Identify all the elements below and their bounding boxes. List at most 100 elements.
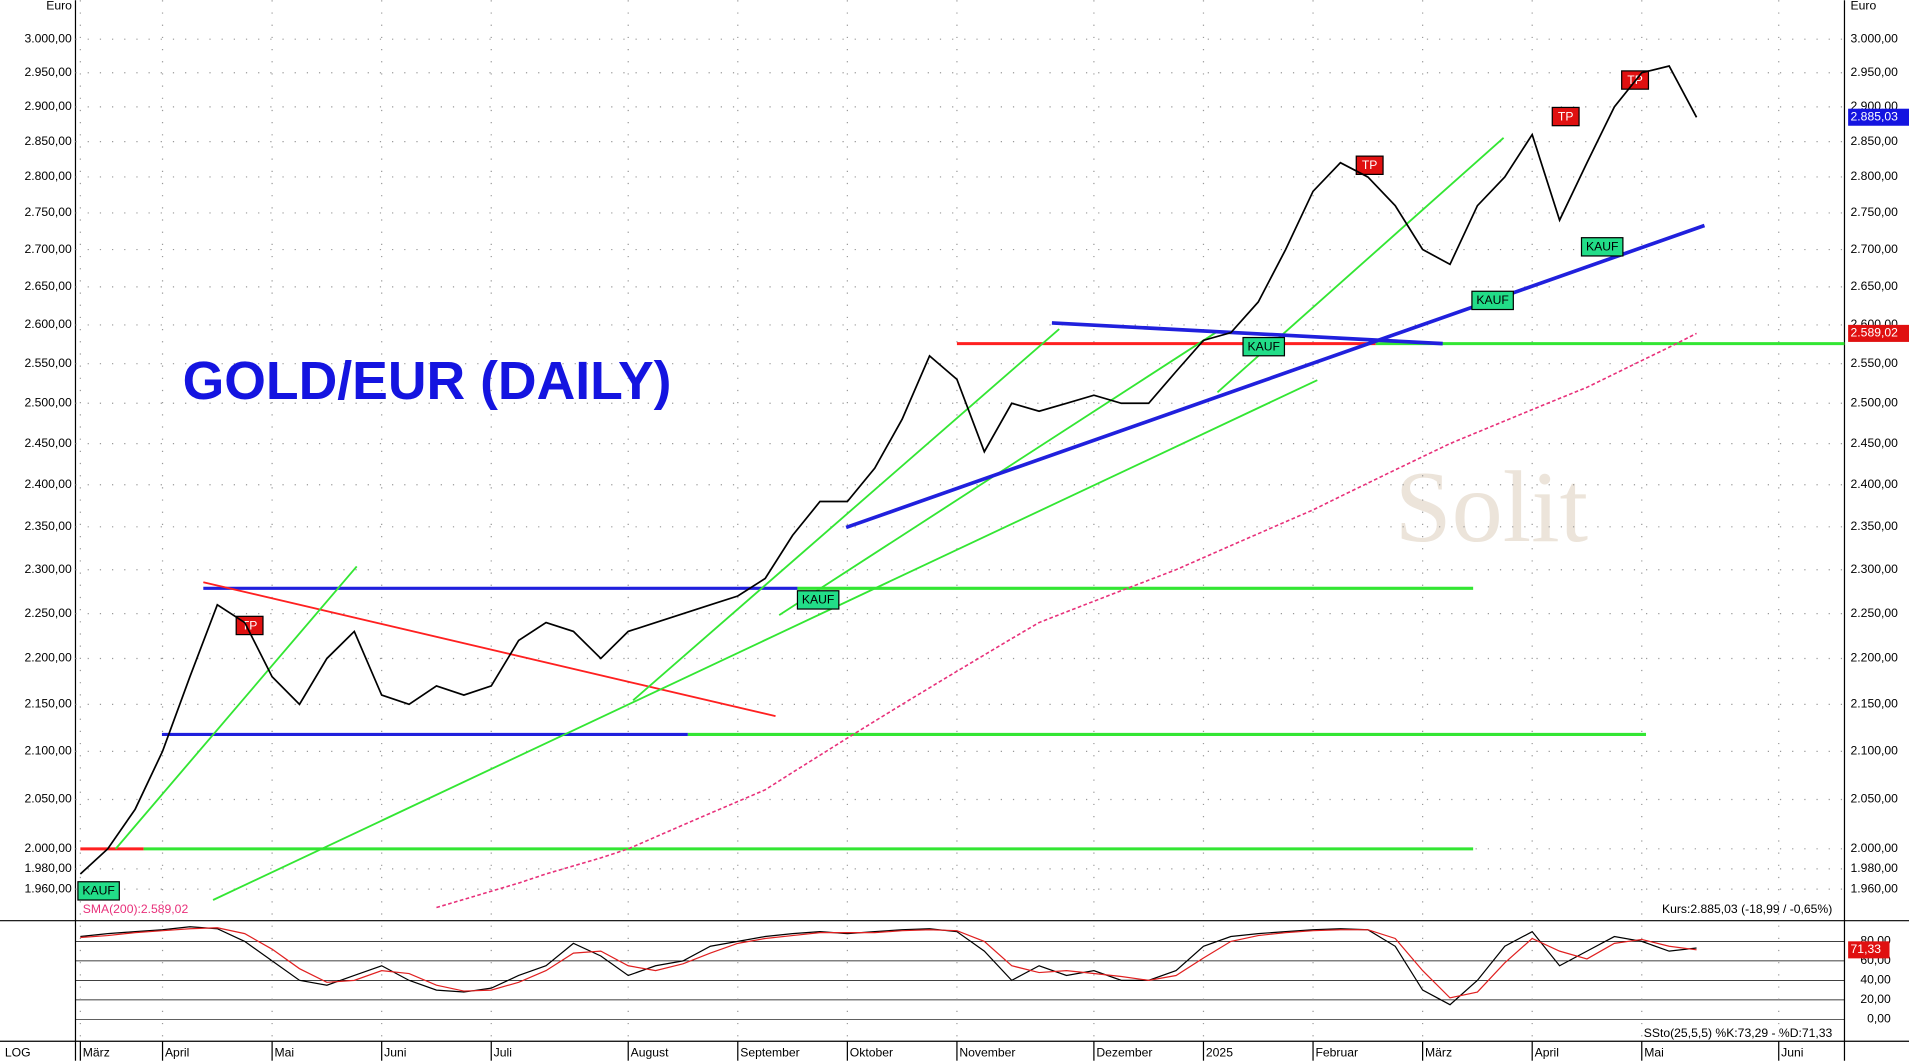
y-tick-label: 2.500,00 xyxy=(25,395,73,409)
y-tick-label: 1.980,00 xyxy=(1851,861,1899,875)
y-tick-label: 2.350,00 xyxy=(25,519,73,533)
buy-label: KAUF xyxy=(1586,240,1618,254)
y-tick-label: 2.950,00 xyxy=(25,65,73,79)
y-tick-label: 2.800,00 xyxy=(25,169,73,183)
buy-box xyxy=(1242,336,1286,357)
osc-tag-label: 71,33 xyxy=(1851,942,1882,956)
x-tick-label: Juli xyxy=(494,1046,512,1060)
tp-label: TP xyxy=(1558,109,1574,123)
y-tick-label: 2.400,00 xyxy=(25,477,73,491)
tp-label: TP xyxy=(1362,158,1378,172)
y-tick-label: 2.550,00 xyxy=(1851,356,1899,370)
watermark: Solit xyxy=(1395,451,1588,564)
sma-tag xyxy=(1848,324,1909,342)
x-tick-label: Mai xyxy=(1644,1046,1664,1060)
y-tick-label: 2.350,00 xyxy=(1851,519,1899,533)
x-tick-label: 2025 xyxy=(1206,1046,1233,1060)
down-trend xyxy=(203,581,776,718)
line-series xyxy=(80,927,1697,999)
y-tick-label: 3.000,00 xyxy=(25,31,73,45)
up-trend xyxy=(212,379,1318,901)
x-tick-label: März xyxy=(1425,1046,1452,1060)
y-tick-label: 2.650,00 xyxy=(25,279,73,293)
y-tick-label: 3.000,00 xyxy=(1851,31,1899,45)
line-series xyxy=(79,65,1698,875)
x-tick-label: Juni xyxy=(384,1046,406,1060)
legend-entry: SMA(200):2.589,02 xyxy=(83,902,189,916)
x-tick-label: Februar xyxy=(1315,1046,1358,1060)
tp-label: TP xyxy=(242,618,258,632)
x-tick-label: April xyxy=(1535,1046,1559,1060)
y-tick-label: 2.850,00 xyxy=(1851,134,1899,148)
y-tick-label: 2.300,00 xyxy=(25,562,73,576)
x-tick-label: August xyxy=(631,1046,669,1060)
y-tick-label: 2.300,00 xyxy=(1851,562,1899,576)
y-tick-label: 2.750,00 xyxy=(25,205,73,219)
x-tick-label: Juni xyxy=(1781,1046,1803,1060)
y-tick-label: 20,00 xyxy=(1860,992,1891,1006)
price-tag xyxy=(1848,108,1909,126)
line-series xyxy=(436,332,1697,909)
x-tick-label: April xyxy=(165,1046,189,1060)
buy-box xyxy=(796,590,840,610)
oscillator-title: SSto(25,5,5) %K:73,29 - %D:71,33 xyxy=(1644,1026,1833,1040)
y-tick-label: 2.150,00 xyxy=(1851,697,1899,711)
line-series xyxy=(80,926,1697,1006)
y-tick-label: 2.800,00 xyxy=(1851,169,1899,183)
y-tick-label: 2.050,00 xyxy=(25,792,73,806)
sma-tag-label: 2.589,02 xyxy=(1851,326,1899,340)
y-tick-label: 2.200,00 xyxy=(25,651,73,665)
y-tick-label: 2.000,00 xyxy=(25,841,73,855)
scale-label: LOG xyxy=(5,1046,31,1060)
y-tick-label: 2.550,00 xyxy=(25,356,73,370)
buy-label: KAUF xyxy=(82,884,114,898)
y-tick-label: 2.850,00 xyxy=(25,134,73,148)
y-tick-label: 2.450,00 xyxy=(1851,436,1899,450)
buy-label: KAUF xyxy=(1248,339,1280,353)
y-tick-label: 1.960,00 xyxy=(1851,881,1899,895)
y-tick-label: 2.100,00 xyxy=(25,744,73,758)
y-tick-label: 2.150,00 xyxy=(25,697,73,711)
chart-title: GOLD/EUR (DAILY) xyxy=(183,352,672,411)
y-tick-label: 2.400,00 xyxy=(1851,477,1899,491)
trend-lines xyxy=(80,137,1845,901)
x-tick-label: März xyxy=(83,1046,110,1060)
y-tick-label: 2.700,00 xyxy=(25,242,73,256)
grid xyxy=(75,0,1845,1042)
y-tick-label: 2.700,00 xyxy=(1851,242,1899,256)
y-tick-label: 2.100,00 xyxy=(1851,744,1899,758)
triangle-top xyxy=(1051,321,1443,346)
y-axis-label: Euro xyxy=(1851,0,1877,13)
y-tick-label: 2.750,00 xyxy=(1851,205,1899,219)
x-tick-label: Oktober xyxy=(850,1046,893,1060)
y-tick-label: 0,00 xyxy=(1867,1012,1891,1026)
y-tick-label: 1.980,00 xyxy=(25,861,73,875)
buy-label: KAUF xyxy=(802,593,834,607)
y-tick-label: 2.200,00 xyxy=(1851,651,1899,665)
y-tick-label: 2.600,00 xyxy=(25,317,73,331)
y-tick-label: 2.500,00 xyxy=(1851,395,1899,409)
y-tick-label: 1.960,00 xyxy=(25,881,73,895)
y-tick-label: 2.450,00 xyxy=(25,436,73,450)
y-tick-label: 2.900,00 xyxy=(25,99,73,113)
y-tick-label: 2.950,00 xyxy=(1851,65,1899,79)
buy-label: KAUF xyxy=(1476,293,1508,307)
tp-box xyxy=(1551,106,1580,127)
y-tick-label: 2.250,00 xyxy=(1851,606,1899,620)
y-tick-label: 2.000,00 xyxy=(1851,841,1899,855)
x-tick-label: November xyxy=(959,1046,1015,1060)
y-tick-label: 40,00 xyxy=(1860,973,1891,987)
up-trend xyxy=(632,328,1060,702)
y-axis-label: Euro xyxy=(46,0,72,13)
quote: Kurs:2.885,03 (-18,99 / -0,65%) xyxy=(1662,902,1832,916)
buy-box xyxy=(77,881,120,901)
y-tick-label: 2.050,00 xyxy=(1851,792,1899,806)
x-tick-label: September xyxy=(740,1046,799,1060)
osc-tag xyxy=(1848,941,1890,959)
buy-box xyxy=(1471,290,1514,311)
x-tick-label: Dezember xyxy=(1096,1046,1152,1060)
